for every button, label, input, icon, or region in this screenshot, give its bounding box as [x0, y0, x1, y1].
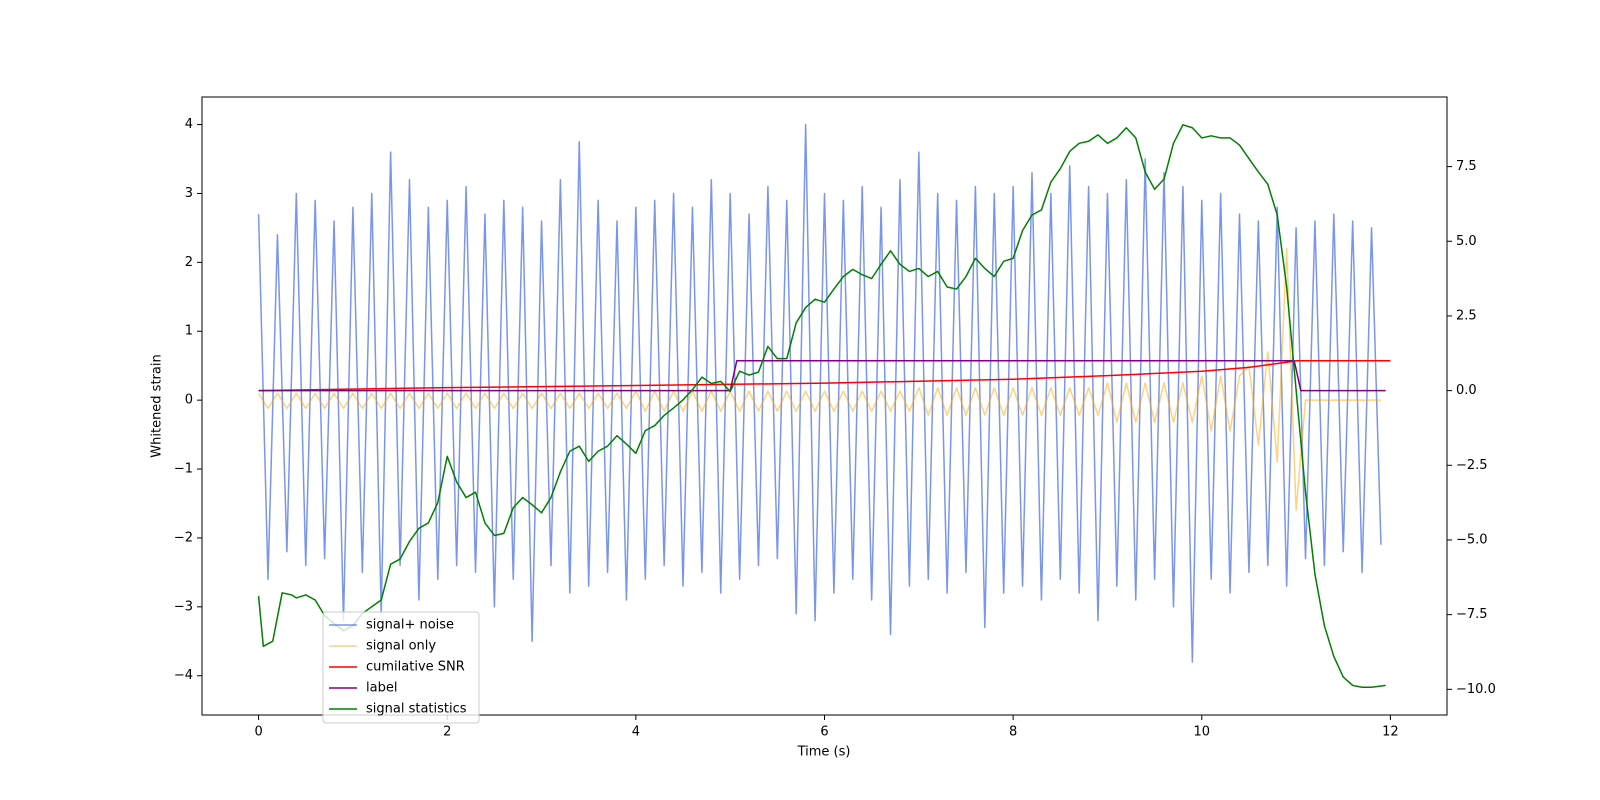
plot-area [257, 123, 1391, 688]
y2-tick-label: −5.0 [1456, 532, 1488, 547]
y-tick-label: 4 [185, 117, 193, 132]
legend-label: label [366, 681, 397, 696]
x-tick-label: 0 [254, 725, 262, 740]
legend-label: signal only [366, 639, 436, 654]
y2-tick-label: 5.0 [1456, 234, 1477, 249]
y-tick-label: −3 [174, 599, 193, 614]
legend-label: cumilative SNR [366, 660, 465, 675]
y2-tick-label: −2.5 [1456, 458, 1488, 473]
legend-box [322, 611, 480, 724]
x-axis-label: Time (s) [797, 745, 851, 760]
x-tick-label: 8 [1009, 725, 1017, 740]
legend-label: signal statistics [366, 702, 467, 717]
y-axis-label: Whitened strain [150, 354, 165, 457]
y-tick-label: −4 [174, 668, 193, 683]
x-tick-label: 2 [443, 725, 451, 740]
y-tick-label: 2 [185, 255, 193, 270]
y2-tick-label: 2.5 [1456, 308, 1477, 323]
y-tick-label: 3 [185, 186, 193, 201]
x-tick-label: 4 [632, 725, 640, 740]
series-line [257, 247, 1381, 512]
y-tick-label: −1 [174, 462, 193, 477]
y2-tick-label: 7.5 [1456, 159, 1477, 174]
x-tick-label: 6 [820, 725, 828, 740]
series-line [257, 124, 1386, 688]
series-line [258, 360, 1391, 392]
y2-tick-label: 0.0 [1456, 383, 1477, 398]
y-tick-label: 1 [185, 324, 193, 339]
y2-tick-label: −7.5 [1456, 607, 1488, 622]
x-tick-label: 12 [1382, 725, 1399, 740]
series-line [257, 123, 1382, 663]
x-tick-label: 10 [1193, 725, 1210, 740]
y-tick-label: −2 [174, 530, 193, 545]
legend-label: signal+ noise [366, 618, 454, 633]
y2-tick-label: −10.0 [1456, 682, 1496, 697]
y-tick-label: 0 [185, 393, 193, 408]
series-line [258, 360, 1386, 392]
